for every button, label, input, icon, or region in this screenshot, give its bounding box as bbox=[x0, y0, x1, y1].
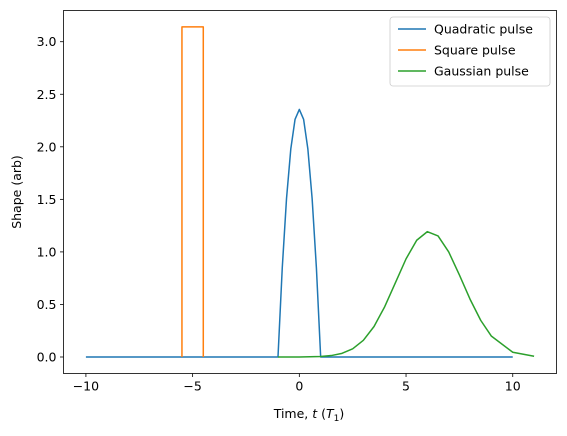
series-line-square-pulse bbox=[182, 27, 203, 357]
x-axis-label-prefix: Time, bbox=[273, 406, 313, 421]
x-tick-label: 5 bbox=[402, 379, 410, 394]
legend: Quadratic pulse Square pulse Gaussian pu… bbox=[390, 17, 550, 86]
y-tick-label: 1.0 bbox=[37, 244, 57, 259]
y-axis: 0.0 0.5 1.0 1.5 2.0 2.5 3.0 bbox=[37, 34, 64, 364]
x-tick-label: −5 bbox=[183, 379, 201, 394]
y-tick-label: 3.0 bbox=[37, 34, 57, 49]
x-axis-label-unit-close: ) bbox=[339, 406, 344, 421]
y-tick-label: 2.5 bbox=[37, 87, 57, 102]
legend-label-quadratic: Quadratic pulse bbox=[434, 22, 533, 37]
y-tick-label: 0.5 bbox=[37, 297, 57, 312]
series-line-gaussian-pulse bbox=[278, 232, 534, 357]
y-tick-label: 0.0 bbox=[37, 350, 57, 365]
x-tick-label: −10 bbox=[73, 379, 99, 394]
x-tick-label: 0 bbox=[295, 379, 303, 394]
x-tick-label: 10 bbox=[505, 379, 521, 394]
y-tick-label: 2.0 bbox=[37, 139, 57, 154]
x-axis-label: Time, t (T1) bbox=[273, 406, 345, 424]
x-axis: −10 −5 0 5 10 bbox=[73, 374, 521, 394]
series-line-quadratic-pulse bbox=[86, 109, 513, 357]
x-axis-label-unit-open: ( bbox=[317, 406, 326, 421]
legend-label-square: Square pulse bbox=[434, 43, 516, 58]
y-tick-label: 1.5 bbox=[37, 192, 57, 207]
legend-label-gaussian: Gaussian pulse bbox=[434, 64, 529, 79]
y-axis-label: Shape (arb) bbox=[9, 155, 24, 229]
